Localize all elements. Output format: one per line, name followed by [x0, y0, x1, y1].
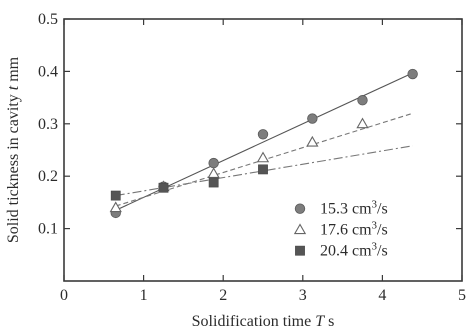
plot-frame — [63, 18, 463, 282]
x-tick-label: 3 — [299, 287, 307, 304]
y-tick-label: 0.1 — [38, 221, 58, 238]
legend-item: 15.3 cm3/s — [294, 199, 388, 218]
series-3-fit-line — [115, 145, 413, 197]
x-tick-label: 1 — [140, 287, 148, 304]
legend: 15.3 cm3/s 17.6 cm3/s 20.4 cm3/s — [293, 199, 388, 260]
data-markers — [109, 68, 418, 219]
tick-labels: 0 1 2 3 4 5 0.1 0.2 0.3 0.4 0.5 — [38, 11, 466, 304]
legend-marker — [294, 203, 306, 214]
legend-label: 17.6 cm3/s — [320, 220, 388, 239]
x-tick-label: 2 — [219, 287, 227, 304]
series-2-point — [356, 117, 369, 129]
series-3-point — [258, 164, 268, 175]
series-1-point — [208, 157, 219, 169]
series-1-point — [407, 68, 418, 80]
series-3-point — [158, 182, 169, 193]
y-tick-label: 0.5 — [38, 11, 58, 28]
legend-label: 20.4 cm3/s — [320, 241, 388, 260]
series-1-point — [257, 129, 269, 140]
y-axis-title: Solid tickness in cavity t mm — [5, 56, 22, 243]
series-2-point — [256, 151, 270, 163]
legend-item: 17.6 cm3/s — [293, 220, 388, 239]
series-2-point — [306, 135, 319, 147]
y-tick-label: 0.4 — [38, 63, 58, 80]
x-tick-label: 0 — [60, 287, 68, 304]
series-1-point — [307, 113, 318, 124]
axis-ticks — [63, 18, 463, 281]
series-3-point — [208, 177, 219, 188]
series-1-point — [357, 95, 368, 106]
y-tick-label: 0.2 — [38, 168, 58, 185]
legend-label: 15.3 cm3/s — [320, 199, 388, 218]
x-tick-label: 5 — [458, 287, 466, 304]
series-3-point — [110, 190, 121, 201]
legend-item: 20.4 cm3/s — [295, 241, 388, 260]
series-2-point — [207, 167, 220, 179]
x-tick-label: 4 — [378, 287, 386, 304]
legend-marker — [295, 245, 305, 256]
series-2-point — [109, 201, 122, 213]
legend-marker — [293, 223, 307, 235]
x-axis-title: Solidification time T s — [192, 313, 335, 330]
y-tick-label: 0.3 — [38, 116, 58, 133]
